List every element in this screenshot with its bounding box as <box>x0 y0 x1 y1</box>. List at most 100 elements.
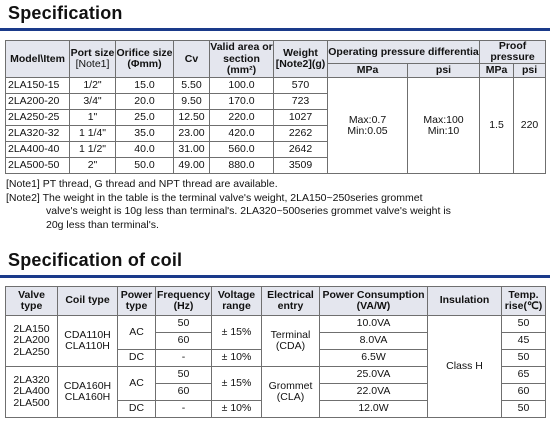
valve-type-cell: 2LA320 2LA400 2LA500 <box>5 366 58 418</box>
table-row: 2LA400-40 1 1/2" 40.0 31.00 560.0 2642 <box>5 141 546 159</box>
weight-cell: 1027 <box>273 109 328 127</box>
header-weight-unit: [Note2](g) <box>275 58 326 71</box>
op-mpa-min: Min:0.05 <box>347 124 388 137</box>
orifice-cell: 40.0 <box>115 141 174 159</box>
header-valve-label2: type <box>20 300 43 312</box>
consumption-cell: 6.5W <box>319 349 428 367</box>
header-orifice-label: Orifice size <box>116 47 173 59</box>
note1: [Note1] PT thread, G thread and NPT thre… <box>6 178 278 190</box>
table-row: 2LA150-15 1/2" 15.0 5.50 100.0 570 Max:0… <box>5 77 547 175</box>
header-area-label: Valid area or <box>210 41 273 54</box>
header-area: Valid area or section (mm²) <box>209 39 274 79</box>
temp-rise-cell: 45 <box>501 332 546 350</box>
header-temp-unit: rise(℃) <box>504 300 543 312</box>
model-cell: 2LA150-15 <box>5 77 70 95</box>
header-model: Model\Item <box>5 39 70 79</box>
area-cell: 880.0 <box>209 157 274 175</box>
port-cell: 1" <box>69 109 116 127</box>
header-frequency-label: Frequency <box>156 288 211 301</box>
power-type-cell: DC <box>117 400 156 418</box>
weight-cell: 2642 <box>273 141 328 159</box>
model-cell: 2LA250-25 <box>5 109 70 127</box>
coil-table: Valve type Coil type Power type Frequenc… <box>5 286 546 418</box>
frequency-cell: 50 <box>155 315 212 333</box>
consumption-cell: 22.0VA <box>319 383 428 401</box>
orifice-cell: 15.0 <box>115 77 174 95</box>
coil-type-cell: CDA110H CLA110H <box>57 315 118 367</box>
temp-rise-cell: 60 <box>501 383 546 401</box>
header-electrical-entry: Electrical entry <box>261 286 320 316</box>
table-row: 2LA500-50 2" 50.0 49.00 880.0 3509 <box>5 157 546 175</box>
voltage-range-cell: ± 10% <box>211 400 262 418</box>
proof-psi-cell: 220 <box>513 77 547 175</box>
temp-rise-cell: 50 <box>501 400 546 418</box>
orifice-cell: 35.0 <box>115 125 174 143</box>
cv-cell: 12.50 <box>173 109 210 127</box>
cv-cell: 49.00 <box>173 157 210 175</box>
coil-model: CLA160H <box>64 391 111 403</box>
electrical-entry-cell: Grommet (CLA) <box>261 366 320 418</box>
orifice-cell: 25.0 <box>115 109 174 127</box>
op-mpa-max: Max:0.7 <box>348 113 387 126</box>
port-cell: 1/2" <box>69 77 116 95</box>
power-type-cell: AC <box>117 315 156 350</box>
header-consumption-unit: (VA/W) <box>356 300 391 312</box>
header-op-mpa: MPa <box>327 63 408 79</box>
header-voltage-label2: range <box>222 300 251 312</box>
power-type-cell: DC <box>117 349 156 367</box>
op-psi-min: Min:10 <box>427 124 460 137</box>
op-psi-cell: Max:100 Min:10 <box>406 77 481 175</box>
header-orifice-unit: (Φmm) <box>127 58 162 71</box>
weight-cell: 570 <box>273 77 328 95</box>
header-temp-label: Temp. <box>508 288 539 301</box>
spec-title-underline <box>0 28 550 31</box>
cv-cell: 23.00 <box>173 125 210 143</box>
area-cell: 170.0 <box>209 93 274 111</box>
header-frequency-unit: (Hz) <box>173 300 194 312</box>
header-valve-label: Valve <box>18 288 45 301</box>
weight-cell: 3509 <box>273 157 328 175</box>
header-orifice: Orifice size (Φmm) <box>115 39 174 79</box>
frequency-cell: - <box>155 400 212 418</box>
header-frequency: Frequency (Hz) <box>155 286 212 316</box>
entry-grommet: Grommet <box>268 379 313 392</box>
header-proof-psi: psi <box>513 63 547 79</box>
entry-grommet-code: (CLA) <box>276 391 305 403</box>
table-row: 60 22.0VA 60 <box>6 383 546 401</box>
header-operating-pressure: Operating pressure differentia <box>326 39 481 65</box>
area-cell: 420.0 <box>209 125 274 143</box>
frequency-cell: - <box>155 349 212 367</box>
header-coil-type: Coil type <box>57 286 118 316</box>
header-op-psi: psi <box>406 63 481 79</box>
header-insulation: Insulation <box>427 286 502 316</box>
entry-terminal-code: (CDA) <box>275 340 306 352</box>
cv-cell: 5.50 <box>173 77 210 95</box>
voltage-range-cell: ± 15% <box>211 315 262 350</box>
model-cell: 2LA200-20 <box>5 93 70 111</box>
area-cell: 100.0 <box>209 77 274 95</box>
header-voltage-range: Voltage range <box>211 286 262 316</box>
header-port-size-label: Port size <box>70 47 115 59</box>
table-row: DC - ± 10% 6.5W 50 <box>6 349 546 367</box>
header-weight: Weight [Note2](g) <box>273 39 328 79</box>
spec-table: Model\Item Port size [Note1] Orifice siz… <box>5 39 547 175</box>
area-cell: 560.0 <box>209 141 274 159</box>
valve-model: 2LA150 <box>13 323 50 336</box>
coil-model: CLA110H <box>65 340 110 352</box>
orifice-cell: 50.0 <box>115 157 174 175</box>
power-type-cell: AC <box>117 366 156 401</box>
coil-title: Specification of coil <box>8 250 183 270</box>
note2-line2: valve's weight is 10g less than terminal… <box>46 205 451 217</box>
header-cv: Cv <box>173 39 210 79</box>
temp-rise-cell: 50 <box>501 349 546 367</box>
valve-model: 2LA400 <box>13 385 50 398</box>
table-row: 2LA150 2LA200 2LA250 CDA110H CLA110H AC … <box>5 315 546 418</box>
weight-cell: 2262 <box>273 125 328 143</box>
frequency-cell: 60 <box>155 383 212 401</box>
header-power-label2: type <box>125 300 148 312</box>
coil-type-cell: CDA160H CLA160H <box>57 366 118 418</box>
consumption-cell: 25.0VA <box>319 366 428 384</box>
header-port-size: Port size [Note1] <box>69 39 116 79</box>
header-port-size-note: [Note1] <box>75 58 110 71</box>
consumption-cell: 8.0VA <box>319 332 428 350</box>
